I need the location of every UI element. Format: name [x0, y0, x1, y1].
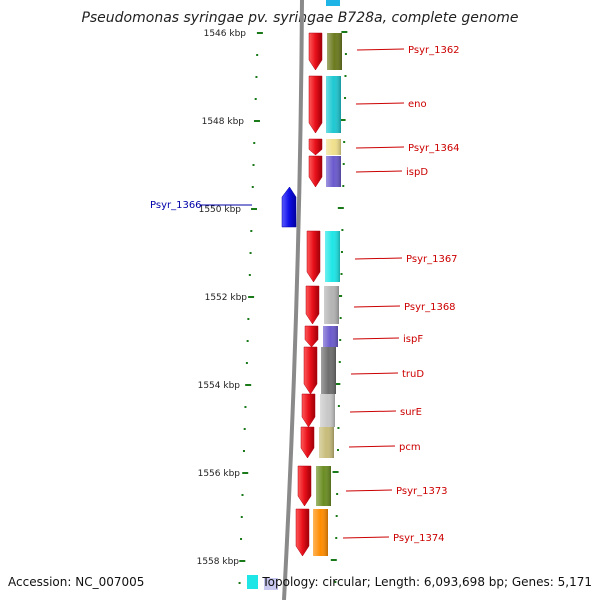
gene-arrow-truD[interactable]	[303, 346, 318, 395]
scale-label: 1546 kbp	[204, 29, 247, 39]
gene-label-surE[interactable]: surE	[400, 407, 422, 418]
scale-label: 1552 kbp	[205, 293, 248, 303]
accession-text: Accession: NC_007005	[8, 575, 145, 589]
scale-label: 1548 kbp	[202, 117, 245, 127]
gene-arrow-ispF[interactable]	[304, 325, 319, 348]
partial-gene-bottom	[247, 575, 258, 589]
cog-bar-shade	[324, 286, 339, 324]
gene-label-Psyr_1366[interactable]: Psyr_1366	[150, 200, 202, 211]
scale-labels: 1546 kbp 1548 kbp 1550 kbp 1552 kbp 1554 kbp…	[197, 29, 248, 567]
genome-backbone	[282, 0, 304, 600]
gene-label-line	[352, 337, 400, 340]
gene-label-line	[350, 372, 399, 375]
cog-bar-shade	[327, 33, 342, 70]
gene-arrow-Psyr_1374[interactable]	[295, 508, 310, 557]
gene-arrows	[281, 32, 323, 557]
gene-arrow-eno[interactable]	[308, 75, 323, 134]
scale-label: 1554 kbp	[198, 381, 241, 391]
scale-label: 1556 kbp	[198, 469, 241, 479]
gene-label-eno[interactable]: eno	[408, 99, 427, 110]
cog-bar-shade	[316, 466, 331, 506]
cog-bar-shade	[326, 76, 341, 133]
gene-label-line	[354, 257, 403, 260]
cog-bar-shade	[326, 139, 341, 155]
gene-label-line	[353, 305, 401, 308]
cog-bar-shade	[320, 394, 335, 427]
gene-arrow-Psyr_1362[interactable]	[308, 32, 323, 71]
gene-label-line	[356, 48, 405, 51]
gene-label-Psyr_1367[interactable]: Psyr_1367	[406, 254, 458, 265]
gene-label-line	[355, 170, 403, 173]
gene-label-Psyr_1368[interactable]: Psyr_1368	[404, 302, 456, 313]
cog-bar-shade	[321, 347, 336, 394]
cog-bar-shade	[319, 427, 334, 458]
gene-arrow-Psyr_1366[interactable]	[281, 186, 297, 228]
cog-bar-shade	[323, 326, 338, 347]
gene-label-line	[355, 102, 405, 105]
cog-bar-shade	[313, 509, 328, 556]
gene-arrow-Psyr_1373[interactable]	[297, 465, 312, 507]
gene-arrow-ispD[interactable]	[308, 155, 323, 188]
gene-arrow-Psyr_1364[interactable]	[308, 138, 323, 156]
gene-label-truD[interactable]: truD	[402, 369, 424, 380]
gene-label-pcm[interactable]: pcm	[399, 442, 421, 453]
cog-bar-shade	[326, 156, 341, 187]
gene-arrow-Psyr_1368[interactable]	[305, 285, 320, 325]
gene-label-line	[348, 445, 396, 448]
scale-label: 1550 kbp	[199, 205, 242, 215]
genome-summary-text: Topology: circular; Length: 6,093,698 bp…	[262, 575, 592, 589]
partial-gene-top	[326, 0, 340, 6]
gene-label-line	[345, 489, 393, 492]
gene-label-ispF[interactable]: ispF	[403, 334, 423, 345]
gene-label-line	[355, 146, 405, 149]
gene-label-line	[349, 410, 397, 413]
gene-label-ispD[interactable]: ispD	[406, 167, 428, 178]
gene-label-Psyr_1373[interactable]: Psyr_1373	[396, 486, 448, 497]
gene-label-Psyr_1362[interactable]: Psyr_1362	[408, 45, 460, 56]
scale-label: 1558 kbp	[197, 557, 240, 567]
cog-bars	[247, 0, 342, 590]
gene-arrow-Psyr_1367[interactable]	[306, 230, 321, 283]
gene-label-line	[342, 536, 390, 539]
gene-arrow-pcm[interactable]	[300, 426, 315, 459]
gene-arrow-surE[interactable]	[301, 393, 316, 428]
cog-bar-shade	[325, 231, 340, 282]
gene-label-Psyr_1374[interactable]: Psyr_1374	[393, 533, 445, 544]
scale-ticks-left	[238, 32, 263, 584]
gene-label-Psyr_1364[interactable]: Psyr_1364	[408, 143, 460, 154]
partial-gene-bottom-2	[264, 578, 278, 590]
